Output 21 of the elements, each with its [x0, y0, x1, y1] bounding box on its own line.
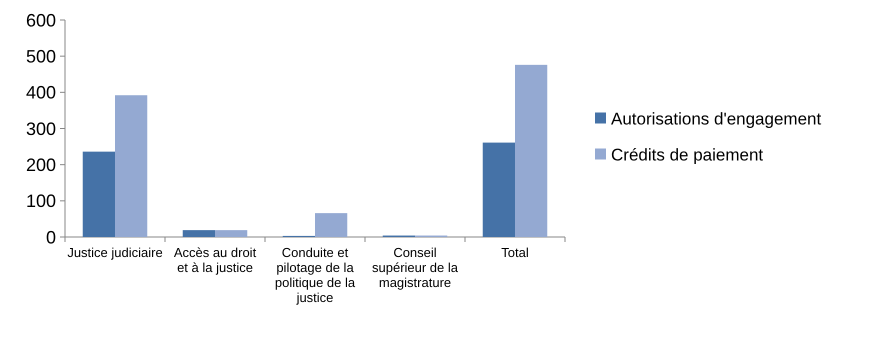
x-tick-label: Conseil supérieur de la magistrature: [372, 245, 459, 290]
y-tick-label: 0: [46, 227, 56, 248]
bar: [515, 64, 548, 237]
legend-label: Autorisations d'engagement: [611, 109, 822, 128]
y-tick-label: 600: [26, 10, 56, 30]
x-tick-label: Total: [501, 245, 529, 260]
bar: [215, 230, 248, 237]
bar: [82, 152, 115, 237]
bar: [182, 230, 215, 237]
bar: [115, 95, 148, 237]
bar: [482, 142, 515, 237]
x-tick-label: Conduite et pilotage de la politique de la justice: [274, 245, 356, 305]
y-tick-label: 300: [26, 118, 56, 139]
x-tick-label: Accès au droit et à la justice: [174, 245, 257, 275]
y-tick-label: 100: [26, 191, 56, 212]
y-tick-label: 200: [26, 154, 56, 175]
x-tick-label: Justice judiciaire: [67, 245, 163, 260]
y-tick-label: 500: [26, 46, 56, 66]
bar: [315, 213, 348, 237]
legend-label: Crédits de paiement: [611, 145, 764, 164]
y-tick-label: 400: [26, 82, 56, 103]
